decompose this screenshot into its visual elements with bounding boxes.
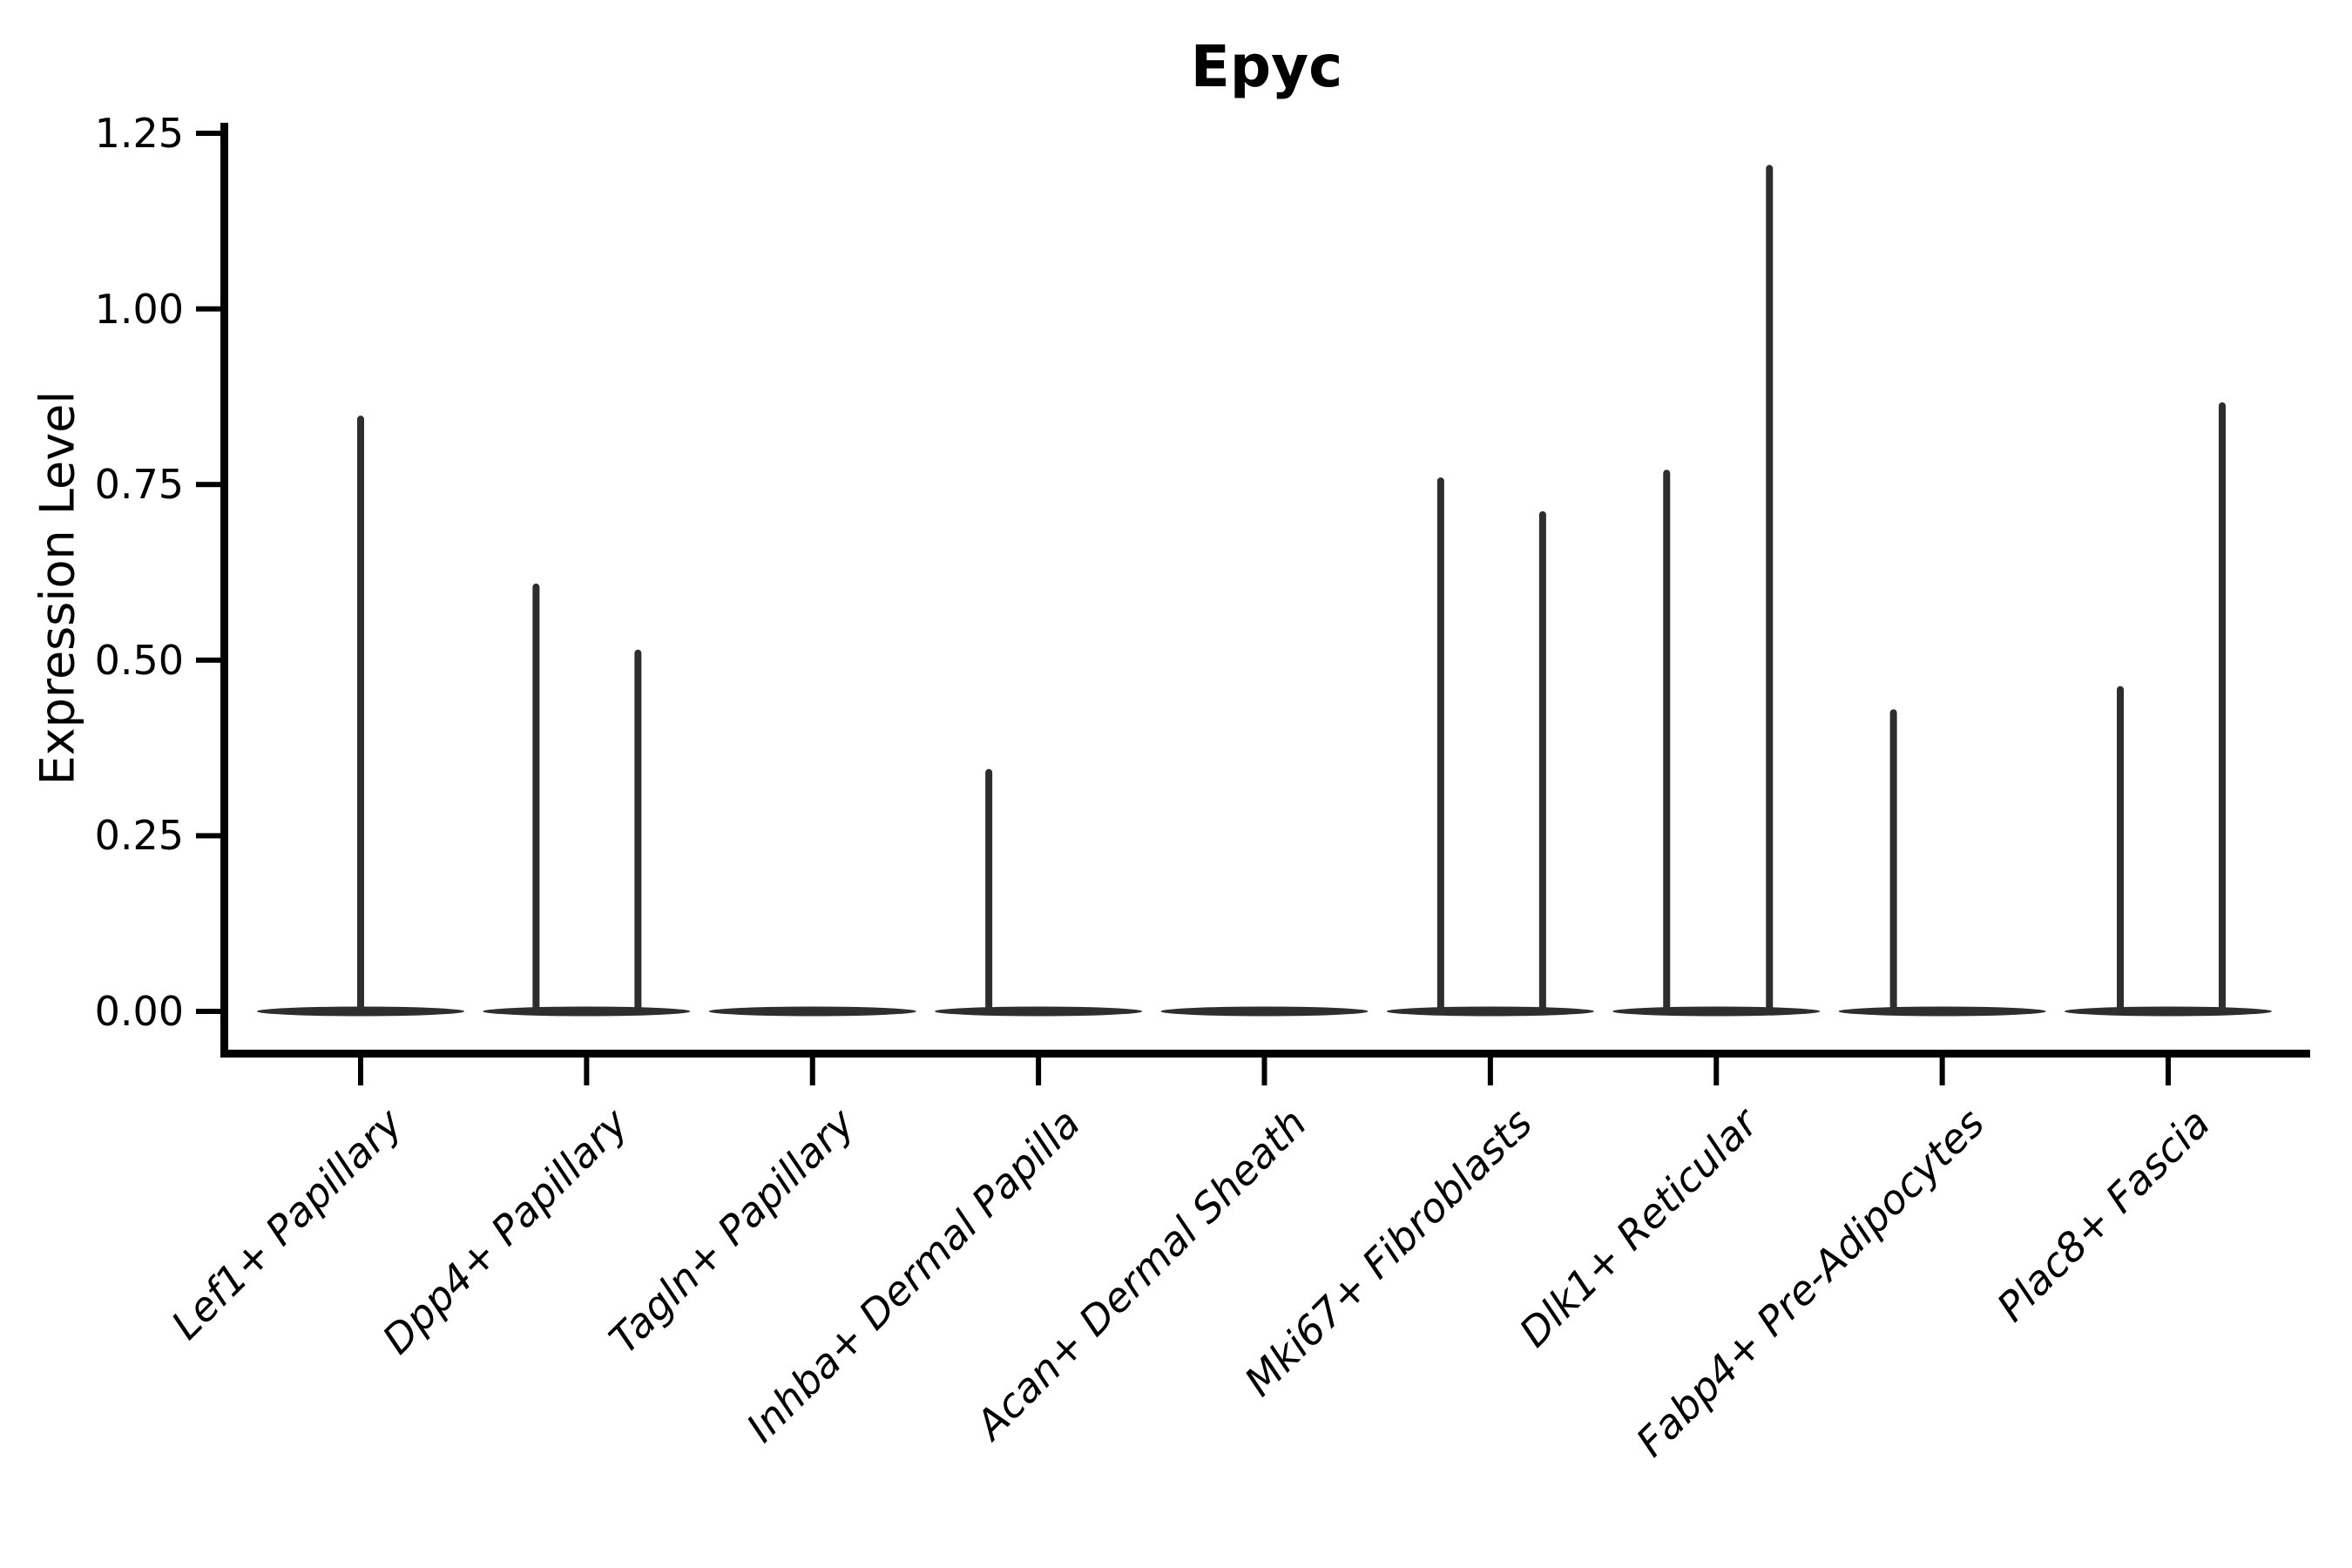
violin-spike — [1889, 709, 1897, 1015]
y-tick-label: 0.50 — [94, 636, 184, 684]
y-tick-label: 0.25 — [94, 812, 184, 860]
violin-spike — [985, 768, 993, 1015]
y-tick — [196, 131, 220, 136]
y-tick-label: 1.25 — [94, 110, 184, 157]
violin-spike — [357, 416, 364, 1015]
x-tick — [2166, 1058, 2171, 1085]
violin-baseline — [1386, 1006, 1594, 1017]
x-tick — [1036, 1058, 1042, 1085]
violin-baseline — [2065, 1006, 2272, 1017]
y-tick — [196, 833, 220, 839]
violin-spike — [1663, 470, 1671, 1015]
x-tick — [1487, 1058, 1493, 1085]
violin-baseline — [935, 1006, 1143, 1017]
x-axis-spine — [220, 1050, 2310, 1058]
violin-spike — [532, 583, 540, 1015]
violin-spike — [2117, 686, 2124, 1015]
y-tick-label: 1.00 — [94, 285, 184, 333]
y-tick — [196, 1009, 220, 1014]
violin-baseline — [483, 1006, 691, 1017]
y-tick-label: 0.75 — [94, 461, 184, 509]
violin-spike — [2219, 402, 2226, 1015]
y-tick — [196, 306, 220, 312]
chart-title: Epyc — [1190, 33, 1343, 100]
violin-spike — [1538, 510, 1546, 1015]
violin-baseline — [1838, 1006, 2046, 1017]
violin-baseline — [1612, 1006, 1821, 1017]
y-tick — [196, 657, 220, 663]
x-tick — [1713, 1058, 1720, 1085]
x-tick — [1261, 1058, 1267, 1085]
x-tick — [358, 1058, 363, 1085]
x-tick — [809, 1058, 815, 1085]
y-tick — [196, 482, 220, 488]
violin-baseline — [708, 1006, 916, 1017]
violin-baseline — [1160, 1006, 1369, 1017]
violin-spike — [1766, 165, 1774, 1016]
violin-spike — [634, 649, 642, 1015]
x-tick — [1939, 1058, 1945, 1085]
y-tick-label: 0.00 — [94, 988, 184, 1035]
x-tick — [584, 1058, 590, 1085]
violin-spike — [1436, 477, 1444, 1015]
y-axis-spine — [220, 122, 228, 1058]
